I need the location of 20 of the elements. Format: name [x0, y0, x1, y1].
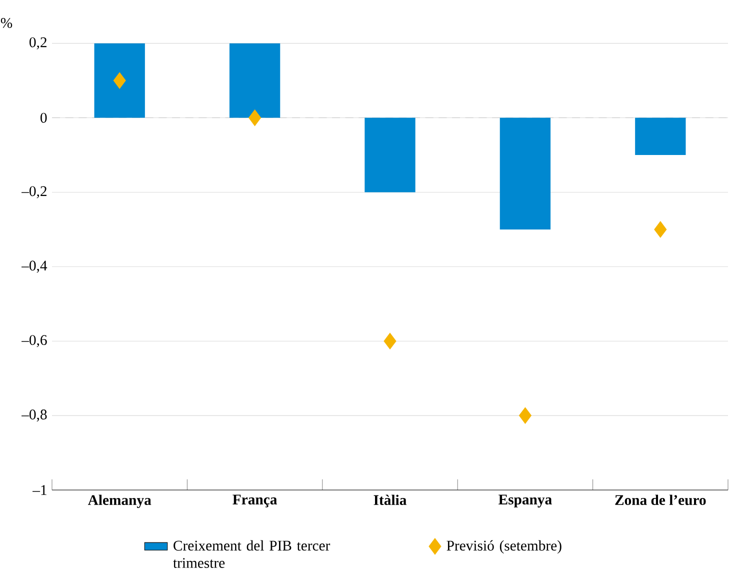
point [654, 221, 667, 238]
y-tick-label: –0,6 [22, 335, 47, 348]
x-tick-label: Itàlia [374, 494, 406, 506]
point [384, 332, 396, 350]
x-tick-label: Zona de l’euro [615, 494, 706, 506]
point [518, 407, 532, 424]
x-tick-label: França [232, 494, 277, 508]
y-tick-label: 0,2 [30, 37, 46, 50]
y-tick-label: –0,8 [22, 410, 47, 422]
y-tick-label: –0,4 [22, 260, 48, 273]
x-tick-label: Espanya [498, 494, 552, 508]
point [248, 110, 262, 126]
y-tick-label: –1 [32, 485, 46, 495]
y-tick-label: –0,2 [22, 186, 46, 198]
x-tick-label: Alemanya [88, 494, 152, 508]
y-tick-label: 0 [40, 112, 47, 123]
legend-label: Creixement del PIB tercer trimestre [173, 540, 330, 568]
y-axis-title: % [0, 18, 12, 28]
legend-label: Previsió (setembre) [446, 540, 562, 554]
point [113, 72, 126, 89]
